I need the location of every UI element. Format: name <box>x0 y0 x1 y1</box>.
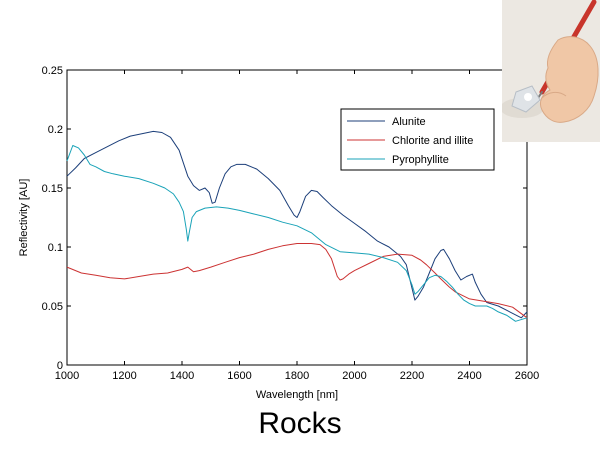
series-line-2 <box>66 145 528 322</box>
legend: Alunite Chlorite and illite Pyrophyllite <box>340 108 495 171</box>
slide-caption: Rocks <box>258 407 342 440</box>
y-tick-label: 0.15 <box>42 183 63 195</box>
y-tick-label: 0.25 <box>42 65 63 77</box>
y-tick-label: 0 <box>57 360 63 372</box>
y-tick-label: 0.1 <box>48 242 63 254</box>
x-tick-label: 1600 <box>227 370 251 382</box>
x-tick-label: 1000 <box>55 370 79 382</box>
x-tick-label: 2200 <box>400 370 424 382</box>
ticks-group: 1000 1200 1400 1600 1800 2000 2200 2400 2600 0 0.0… <box>42 65 540 382</box>
series-line-1 <box>66 243 528 319</box>
x-tick-label: 2000 <box>342 370 366 382</box>
x-tick-label: 1400 <box>170 370 194 382</box>
legend-items: Alunite Chlorite and illite Pyrophyllite <box>347 116 473 166</box>
photo-inset <box>502 0 600 142</box>
legend-label-1: Chlorite and illite <box>392 135 473 147</box>
y-tick-label: 0.2 <box>48 124 63 136</box>
series-line-0 <box>66 130 528 319</box>
x-tick-label: 1200 <box>112 370 136 382</box>
y-tick-label: 0.05 <box>42 301 63 313</box>
legend-label-2: Pyrophyllite <box>392 154 449 166</box>
hand-holding-pen-icon <box>502 0 600 142</box>
x-tick-label: 2400 <box>457 370 481 382</box>
x-tick-label: 1800 <box>285 370 309 382</box>
y-axis-label: Reflectivity [AU] <box>18 179 30 257</box>
series-group <box>66 130 528 322</box>
legend-label-0: Alunite <box>392 116 426 128</box>
x-tick-label: 2600 <box>515 370 539 382</box>
x-axis-label: Wavelength [nm] <box>256 389 338 401</box>
